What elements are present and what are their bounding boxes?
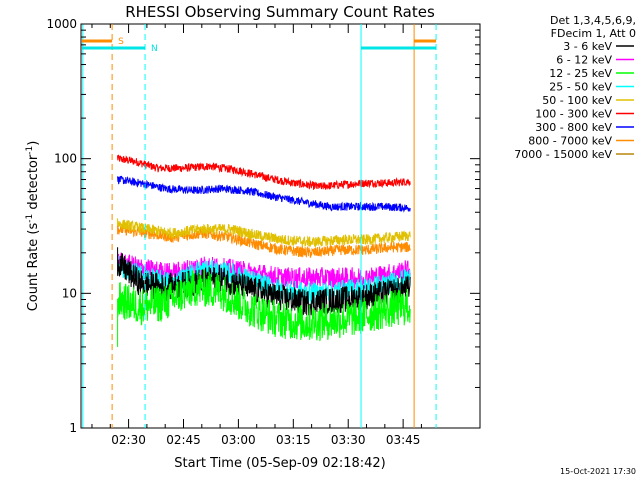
legend-entry-label: 6 - 12 keV (556, 54, 612, 67)
y-axis: 1 10 100 1000 (46, 17, 480, 435)
plot-area (80, 23, 481, 429)
y-tick-label: 1 (69, 421, 77, 435)
legend-entry-label: 25 - 50 keV (549, 81, 612, 94)
x-tick-label: 03:30 (331, 433, 366, 447)
x-tick-label: 02:45 (166, 433, 201, 447)
legend-entry-label: 100 - 300 keV (535, 108, 612, 121)
x-tick-label: 03:00 (221, 433, 256, 447)
legend-entry-label: 3 - 6 keV (563, 40, 612, 53)
y-tick-label: 100 (54, 152, 77, 166)
flag-label: S (118, 37, 124, 47)
x-tick-label: 03:15 (276, 433, 311, 447)
legend-entry-label: 50 - 100 keV (542, 94, 612, 107)
legend: Det 1,3,4,5,6,9, FDecim 1, Att 0 3 - 6 k… (514, 14, 636, 161)
legend-entry-label: 300 - 800 keV (535, 121, 612, 134)
y-tick-label: 1000 (46, 17, 77, 31)
chart-title: RHESSI Observing Summary Count Rates (125, 3, 435, 21)
legend-entry-label: 12 - 25 keV (549, 67, 612, 80)
legend-header-line-2: FDecim 1, Att 0 (551, 27, 636, 40)
legend-header-line-1: Det 1,3,4,5,6,9, (550, 14, 636, 27)
y-axis-label: Count Rate (s-1 detector-1) (25, 141, 41, 312)
x-tick-label: 03:45 (386, 433, 421, 447)
x-axis: 02:30 02:45 03:00 03:15 03:30 03:45 (91, 24, 422, 447)
legend-entry-label: 7000 - 15000 keV (514, 148, 612, 161)
plot-frame (80, 23, 481, 429)
vline-layer (82, 24, 437, 428)
legend-entry-label: 800 - 7000 keV (528, 135, 612, 148)
flag-layer: SN (82, 37, 437, 54)
series-layer (117, 154, 411, 347)
series-line (117, 154, 411, 190)
generation-timestamp: 15-Oct-2021 17:30 (560, 467, 636, 476)
y-tick-label: 10 (62, 286, 77, 300)
x-tick-label: 02:30 (111, 433, 146, 447)
flag-label: N (151, 44, 158, 54)
x-axis-label: Start Time (05-Sep-09 02:18:42) (174, 456, 385, 471)
